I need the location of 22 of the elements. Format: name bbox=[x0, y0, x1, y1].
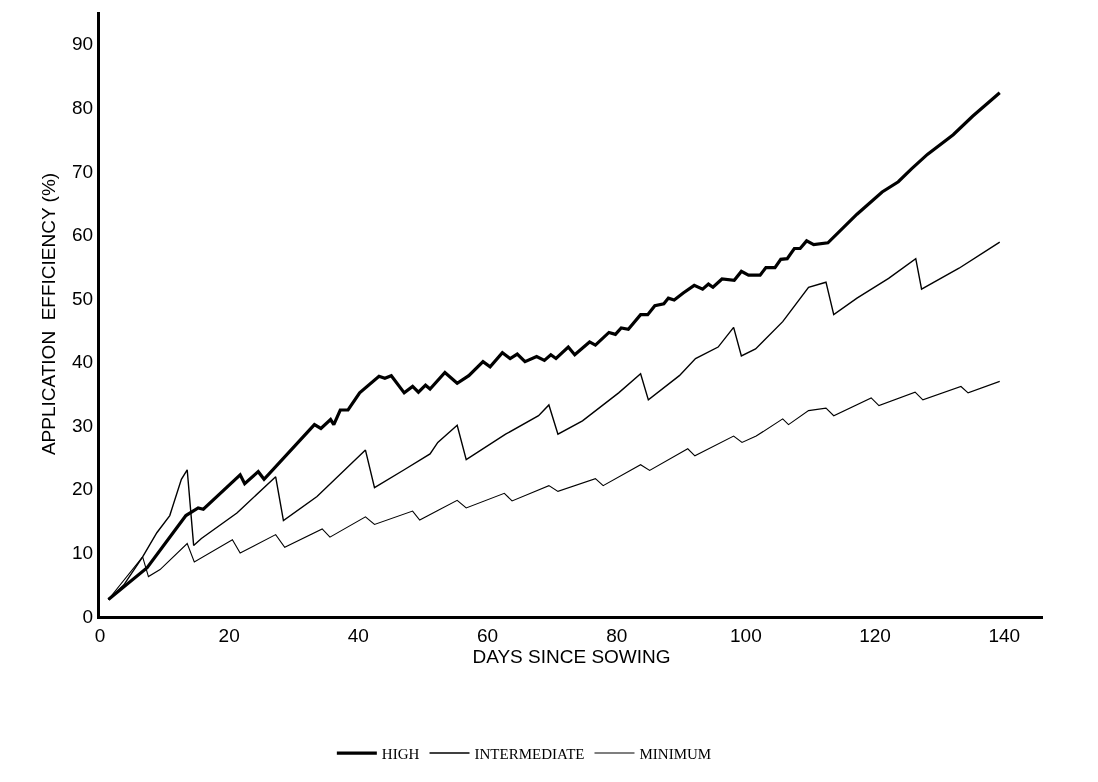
x-tick-label: 140 bbox=[988, 624, 1021, 646]
x-tick-label: 80 bbox=[606, 624, 628, 646]
y-tick-label: 50 bbox=[72, 287, 94, 309]
y-tick-label: 70 bbox=[72, 160, 94, 182]
legend-label: MINIMUM bbox=[639, 745, 712, 762]
y-tick-label: 10 bbox=[72, 542, 94, 564]
y-tick-label: 20 bbox=[72, 478, 94, 500]
y-tick-label: 0 bbox=[82, 605, 94, 627]
y-tick-label: 30 bbox=[72, 414, 94, 436]
x-tick-label: 100 bbox=[730, 624, 762, 646]
x-tick-label: 40 bbox=[347, 624, 369, 646]
y-tick-label: 60 bbox=[72, 224, 94, 246]
y-tick-label: 80 bbox=[72, 97, 94, 119]
legend-label: HIGH bbox=[381, 745, 420, 762]
y-tick-label: 90 bbox=[72, 33, 94, 55]
x-tick-label: 120 bbox=[859, 624, 891, 646]
x-tick-label: 60 bbox=[476, 624, 499, 646]
y-axis-title: APPLICATION EFFICIENCY (%) bbox=[37, 172, 59, 456]
x-tick-label: 20 bbox=[218, 624, 240, 646]
x-axis-title: DAYS SINCE SOWING bbox=[472, 645, 671, 667]
y-tick-label: 40 bbox=[72, 351, 94, 373]
legend-label: INTERMEDIATE bbox=[474, 745, 585, 762]
